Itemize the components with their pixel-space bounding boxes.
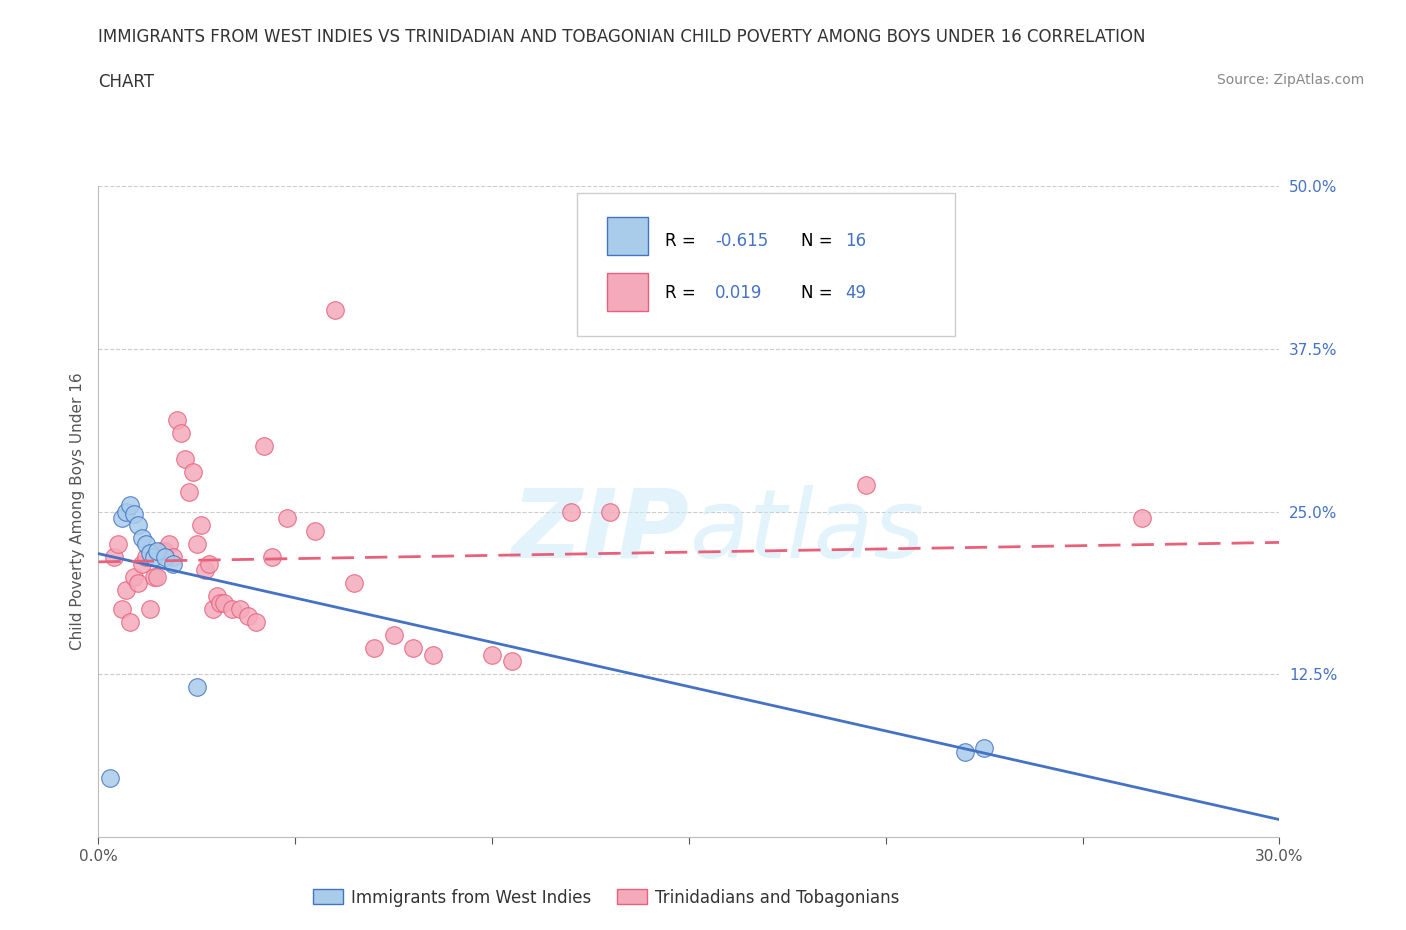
Point	[323, 302, 346, 317]
Point	[155, 543, 177, 558]
Text: R =: R =	[665, 284, 702, 301]
Point	[194, 563, 217, 578]
Point	[214, 595, 236, 610]
Point	[245, 615, 267, 630]
Text: 0.019: 0.019	[714, 284, 762, 301]
Point	[127, 517, 149, 532]
Text: atlas: atlas	[689, 485, 924, 578]
Point	[162, 556, 184, 571]
Point	[107, 537, 129, 551]
Point	[122, 507, 145, 522]
Point	[190, 517, 212, 532]
Point	[135, 537, 157, 551]
Point	[382, 628, 405, 643]
Point	[135, 550, 157, 565]
Point	[127, 576, 149, 591]
Text: CHART: CHART	[98, 73, 155, 90]
Point	[1130, 511, 1153, 525]
Point	[209, 595, 232, 610]
Point	[146, 543, 169, 558]
Point	[276, 511, 298, 525]
Y-axis label: Child Poverty Among Boys Under 16: Child Poverty Among Boys Under 16	[69, 373, 84, 650]
FancyBboxPatch shape	[576, 193, 955, 336]
Point	[501, 654, 523, 669]
Point	[111, 602, 134, 617]
Point	[157, 537, 180, 551]
Point	[115, 504, 138, 519]
Point	[174, 452, 197, 467]
Point	[150, 543, 173, 558]
Point	[229, 602, 252, 617]
Point	[304, 524, 326, 538]
Text: 49: 49	[845, 284, 866, 301]
Point	[236, 608, 259, 623]
Point	[122, 569, 145, 584]
Point	[118, 615, 141, 630]
FancyBboxPatch shape	[607, 217, 648, 255]
Point	[481, 647, 503, 662]
Text: N =: N =	[801, 284, 838, 301]
Point	[402, 641, 425, 656]
Point	[343, 576, 366, 591]
Point	[111, 511, 134, 525]
Point	[162, 550, 184, 565]
Point	[118, 498, 141, 512]
FancyBboxPatch shape	[607, 272, 648, 311]
Point	[363, 641, 385, 656]
Text: N =: N =	[801, 232, 838, 249]
Point	[170, 426, 193, 441]
Point	[138, 602, 160, 617]
Point	[205, 589, 228, 604]
Point	[953, 745, 976, 760]
Point	[197, 556, 219, 571]
Point	[131, 530, 153, 545]
Point	[138, 546, 160, 561]
Point	[177, 485, 200, 499]
Point	[221, 602, 243, 617]
Point	[253, 439, 276, 454]
Point	[142, 569, 165, 584]
Point	[155, 550, 177, 565]
Point	[973, 741, 995, 756]
Point	[98, 771, 121, 786]
Point	[166, 413, 188, 428]
Text: Source: ZipAtlas.com: Source: ZipAtlas.com	[1216, 73, 1364, 86]
Legend: Immigrants from West Indies, Trinidadians and Tobagonians: Immigrants from West Indies, Trinidadian…	[307, 882, 905, 913]
Point	[260, 550, 283, 565]
Text: R =: R =	[665, 232, 702, 249]
Point	[186, 680, 208, 695]
Point	[181, 465, 204, 480]
Point	[560, 504, 582, 519]
Text: ZIP: ZIP	[510, 485, 689, 578]
Text: -0.615: -0.615	[714, 232, 768, 249]
Point	[201, 602, 224, 617]
Point	[115, 582, 138, 597]
Text: IMMIGRANTS FROM WEST INDIES VS TRINIDADIAN AND TOBAGONIAN CHILD POVERTY AMONG BO: IMMIGRANTS FROM WEST INDIES VS TRINIDADI…	[98, 28, 1146, 46]
Point	[599, 504, 621, 519]
Point	[146, 569, 169, 584]
Text: 16: 16	[845, 232, 866, 249]
Point	[855, 478, 877, 493]
Point	[186, 537, 208, 551]
Point	[142, 550, 165, 565]
Point	[422, 647, 444, 662]
Point	[131, 556, 153, 571]
Point	[103, 550, 125, 565]
